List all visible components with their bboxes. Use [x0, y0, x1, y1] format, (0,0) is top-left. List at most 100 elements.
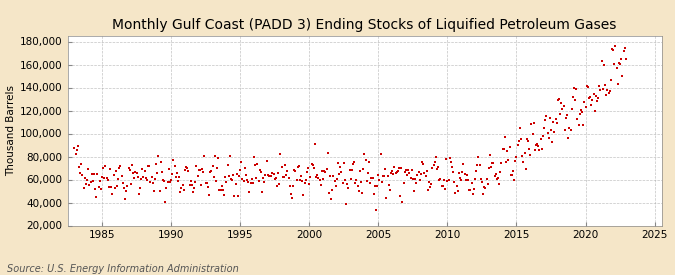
Point: [88, 172, 99, 176]
Point: [327, 188, 338, 193]
Point: [80, 182, 91, 186]
Point: [176, 186, 187, 190]
Point: [119, 197, 130, 201]
Point: [560, 116, 571, 120]
Point: [165, 177, 176, 182]
Point: [294, 164, 304, 168]
Point: [597, 87, 608, 92]
Point: [163, 167, 174, 171]
Point: [315, 182, 326, 187]
Point: [534, 148, 545, 152]
Point: [495, 170, 506, 175]
Point: [134, 186, 145, 190]
Point: [408, 189, 419, 193]
Point: [443, 177, 454, 182]
Point: [568, 86, 579, 90]
Point: [130, 170, 141, 174]
Point: [467, 192, 478, 197]
Point: [140, 175, 151, 180]
Point: [478, 192, 489, 196]
Point: [558, 104, 569, 108]
Point: [215, 188, 226, 192]
Point: [512, 143, 523, 147]
Point: [261, 159, 272, 163]
Point: [282, 169, 293, 173]
Point: [485, 153, 495, 157]
Point: [483, 166, 494, 170]
Point: [556, 101, 567, 106]
Point: [227, 178, 238, 182]
Point: [72, 148, 82, 152]
Point: [83, 167, 94, 172]
Point: [599, 62, 610, 67]
Point: [389, 165, 400, 170]
Point: [146, 174, 157, 179]
Point: [277, 174, 288, 179]
Point: [456, 178, 466, 182]
Point: [479, 184, 489, 189]
Point: [175, 190, 186, 195]
Point: [566, 107, 577, 112]
Point: [305, 175, 316, 180]
Point: [473, 154, 484, 159]
Point: [449, 180, 460, 184]
Point: [573, 123, 584, 128]
Point: [540, 118, 551, 122]
Point: [358, 167, 369, 172]
Point: [265, 174, 275, 178]
Point: [252, 161, 263, 166]
Point: [405, 175, 416, 180]
Point: [508, 169, 518, 174]
Point: [470, 177, 481, 181]
Point: [464, 187, 475, 192]
Point: [465, 188, 476, 193]
Point: [232, 194, 243, 198]
Point: [157, 170, 167, 174]
Point: [318, 177, 329, 182]
Point: [431, 167, 442, 171]
Point: [433, 164, 443, 169]
Point: [336, 170, 347, 174]
Point: [448, 170, 458, 174]
Point: [173, 175, 184, 179]
Point: [284, 184, 295, 188]
Point: [535, 137, 546, 141]
Point: [287, 196, 298, 200]
Point: [496, 161, 507, 165]
Point: [254, 168, 265, 173]
Point: [225, 177, 236, 182]
Point: [180, 168, 190, 172]
Point: [397, 200, 408, 204]
Point: [296, 174, 306, 178]
Point: [522, 139, 533, 143]
Point: [333, 172, 344, 177]
Point: [531, 143, 541, 147]
Point: [434, 178, 445, 182]
Point: [343, 185, 354, 190]
Title: Monthly Gulf Coast (PADD 3) Ending Stocks of Liquified Petroleum Gases: Monthly Gulf Coast (PADD 3) Ending Stock…: [112, 18, 617, 32]
Point: [168, 158, 179, 162]
Point: [98, 166, 109, 170]
Point: [383, 183, 394, 187]
Point: [74, 165, 84, 169]
Point: [139, 169, 150, 173]
Point: [488, 161, 499, 165]
Point: [382, 174, 393, 178]
Point: [395, 194, 406, 198]
Point: [425, 185, 435, 189]
Point: [294, 178, 305, 182]
Point: [416, 159, 427, 164]
Point: [171, 170, 182, 175]
Point: [560, 128, 570, 132]
Point: [436, 184, 447, 188]
Point: [189, 186, 200, 190]
Point: [152, 171, 163, 175]
Point: [416, 172, 427, 176]
Point: [111, 184, 122, 188]
Point: [306, 161, 317, 166]
Point: [204, 193, 215, 197]
Point: [516, 137, 526, 141]
Point: [555, 111, 566, 116]
Point: [548, 120, 559, 124]
Point: [100, 164, 111, 168]
